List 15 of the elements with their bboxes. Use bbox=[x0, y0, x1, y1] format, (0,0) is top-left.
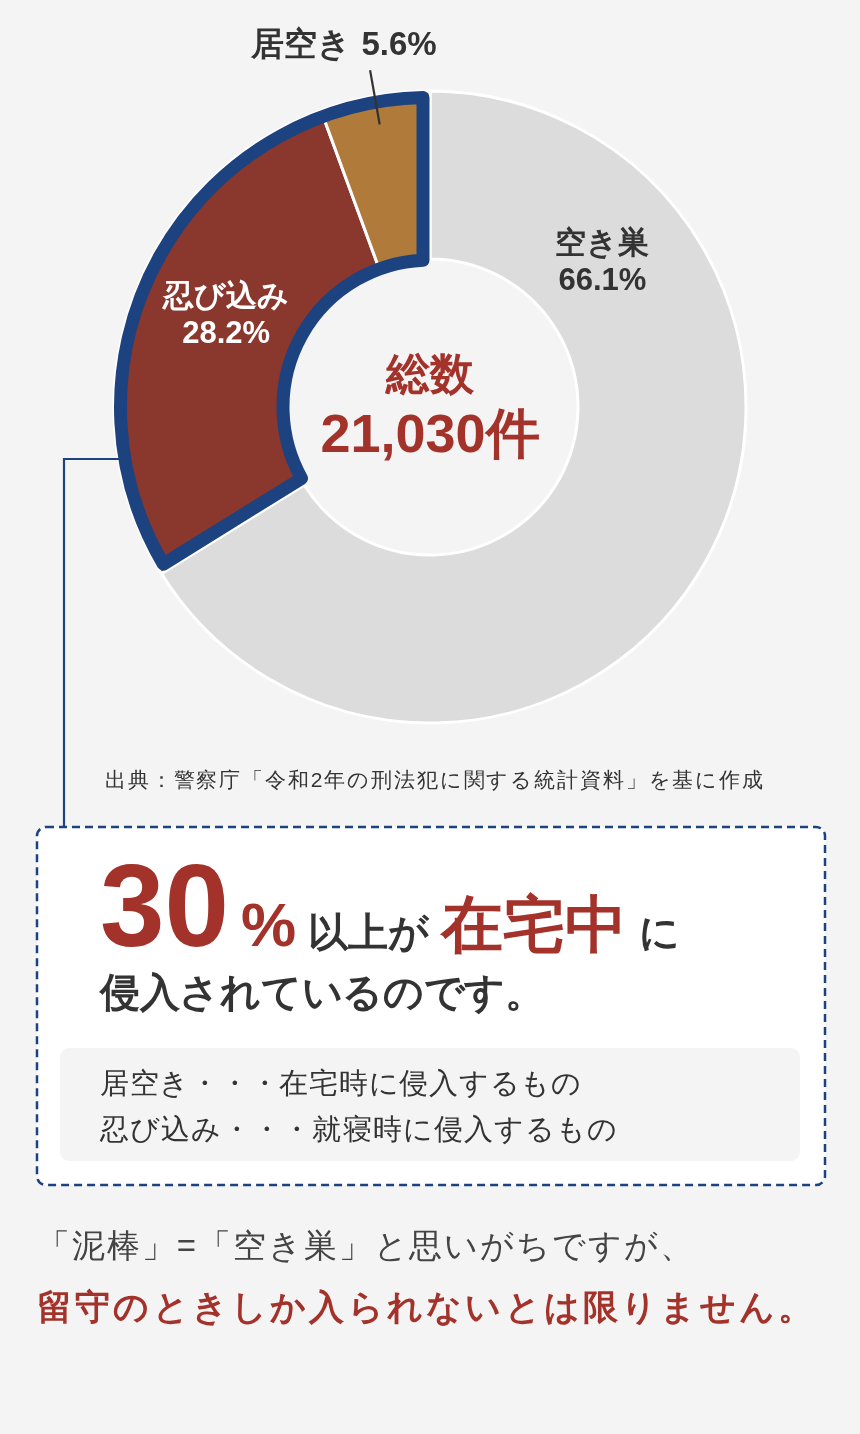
source-note: 出典：警察庁「令和2年の刑法犯に関する統計資料」を基に作成 bbox=[105, 768, 763, 791]
slice-label: 忍び込み bbox=[162, 278, 290, 314]
text: 留守のときしか入られないとは限りません。 bbox=[37, 1287, 813, 1326]
text: 「泥棒」=「空き巣」と思いがちですが、 bbox=[37, 1227, 693, 1264]
text: 侵入されているのです。 bbox=[98, 970, 545, 1015]
text: 居空き・・・在宅時に侵入するもの bbox=[100, 1067, 581, 1099]
text: 忍び込み・・・就寝時に侵入するもの bbox=[99, 1113, 617, 1145]
data-label: 5.6% bbox=[361, 25, 437, 63]
text: 総数 bbox=[384, 349, 475, 398]
text: 21,030件 bbox=[320, 403, 540, 463]
slice-label: 居空き bbox=[250, 25, 352, 63]
text: 30%以上が在宅中に bbox=[100, 841, 681, 971]
data-label: 28.2% bbox=[182, 315, 271, 351]
slice-label: 空き巣 bbox=[555, 224, 650, 260]
data-label: 66.1% bbox=[558, 261, 647, 297]
